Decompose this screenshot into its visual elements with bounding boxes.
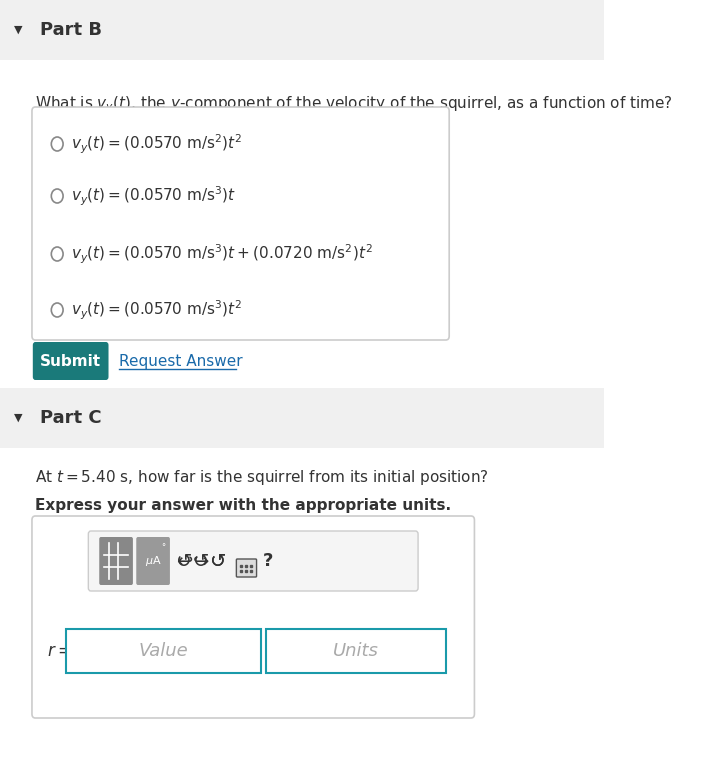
Text: ↺: ↺ bbox=[176, 552, 192, 571]
Text: Part C: Part C bbox=[40, 409, 102, 427]
FancyBboxPatch shape bbox=[0, 388, 604, 448]
Text: ▼: ▼ bbox=[14, 25, 23, 35]
Text: $v_y(t) = (0.0570\ \mathrm{m/s^3})t + (0.0720\ \mathrm{m/s^2})t^2$: $v_y(t) = (0.0570\ \mathrm{m/s^3})t + (0… bbox=[70, 242, 373, 266]
FancyBboxPatch shape bbox=[88, 531, 418, 591]
Text: Units: Units bbox=[333, 642, 379, 660]
FancyBboxPatch shape bbox=[266, 629, 446, 673]
Text: $\mu$A: $\mu$A bbox=[145, 554, 162, 568]
FancyBboxPatch shape bbox=[0, 0, 604, 60]
FancyBboxPatch shape bbox=[32, 516, 475, 718]
Text: $v_y(t) = (0.0570\ \mathrm{m/s^2})t^2$: $v_y(t) = (0.0570\ \mathrm{m/s^2})t^2$ bbox=[70, 133, 242, 155]
Text: ↺: ↺ bbox=[210, 552, 226, 571]
Text: Submit: Submit bbox=[40, 353, 101, 368]
Circle shape bbox=[51, 303, 63, 317]
Text: ?: ? bbox=[264, 552, 274, 570]
Text: What is $v_y(t)$, the $y$-component of the velocity of the squirrel, as a functi: What is $v_y(t)$, the $y$-component of t… bbox=[35, 94, 673, 115]
FancyBboxPatch shape bbox=[136, 537, 170, 585]
Text: ▼: ▼ bbox=[14, 413, 23, 423]
Text: $r =$: $r =$ bbox=[47, 642, 71, 660]
Text: Express your answer with the appropriate units.: Express your answer with the appropriate… bbox=[35, 498, 452, 513]
FancyBboxPatch shape bbox=[33, 342, 108, 380]
Circle shape bbox=[51, 189, 63, 203]
Text: At $t = 5.40$ s, how far is the squirrel from its initial position?: At $t = 5.40$ s, how far is the squirrel… bbox=[35, 468, 489, 487]
FancyBboxPatch shape bbox=[236, 559, 256, 577]
FancyBboxPatch shape bbox=[65, 629, 261, 673]
Circle shape bbox=[51, 247, 63, 261]
Text: $v_y(t) = (0.0570\ \mathrm{m/s^3})t$: $v_y(t) = (0.0570\ \mathrm{m/s^3})t$ bbox=[70, 185, 236, 208]
Text: Part B: Part B bbox=[40, 21, 103, 39]
Text: °: ° bbox=[161, 543, 165, 552]
Text: ↩: ↩ bbox=[176, 552, 192, 571]
Text: Value: Value bbox=[139, 642, 188, 660]
Text: $v_y(t) = (0.0570\ \mathrm{m/s^3})t^2$: $v_y(t) = (0.0570\ \mathrm{m/s^3})t^2$ bbox=[70, 298, 242, 322]
FancyBboxPatch shape bbox=[99, 537, 133, 585]
Text: ↺: ↺ bbox=[193, 552, 209, 571]
Text: Request Answer: Request Answer bbox=[119, 353, 243, 368]
Text: ↺: ↺ bbox=[210, 552, 226, 571]
Text: ↪: ↪ bbox=[193, 552, 209, 571]
FancyBboxPatch shape bbox=[32, 107, 449, 340]
Circle shape bbox=[51, 137, 63, 151]
